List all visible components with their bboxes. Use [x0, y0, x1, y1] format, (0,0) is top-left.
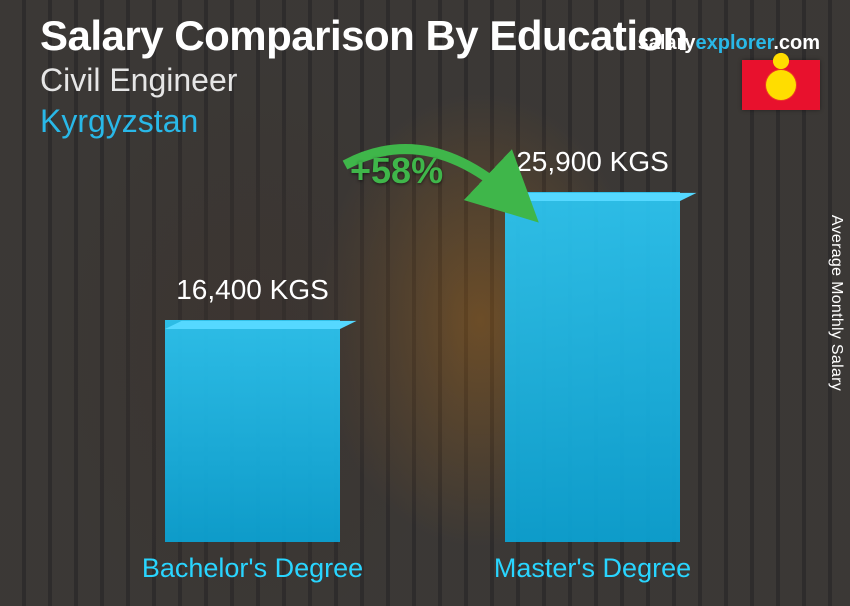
title-block: Salary Comparison By Education Civil Eng… — [40, 12, 688, 140]
percent-increase-badge: +58% — [350, 150, 443, 192]
country-flag — [742, 60, 820, 110]
watermark-prefix: salary — [638, 32, 696, 54]
y-axis-label: Average Monthly Salary — [827, 215, 845, 391]
country-name: Kyrgyzstan — [40, 103, 688, 140]
main-title: Salary Comparison By Education — [40, 12, 688, 60]
flag-sun-icon — [766, 70, 796, 100]
subtitle: Civil Engineer — [40, 62, 688, 99]
